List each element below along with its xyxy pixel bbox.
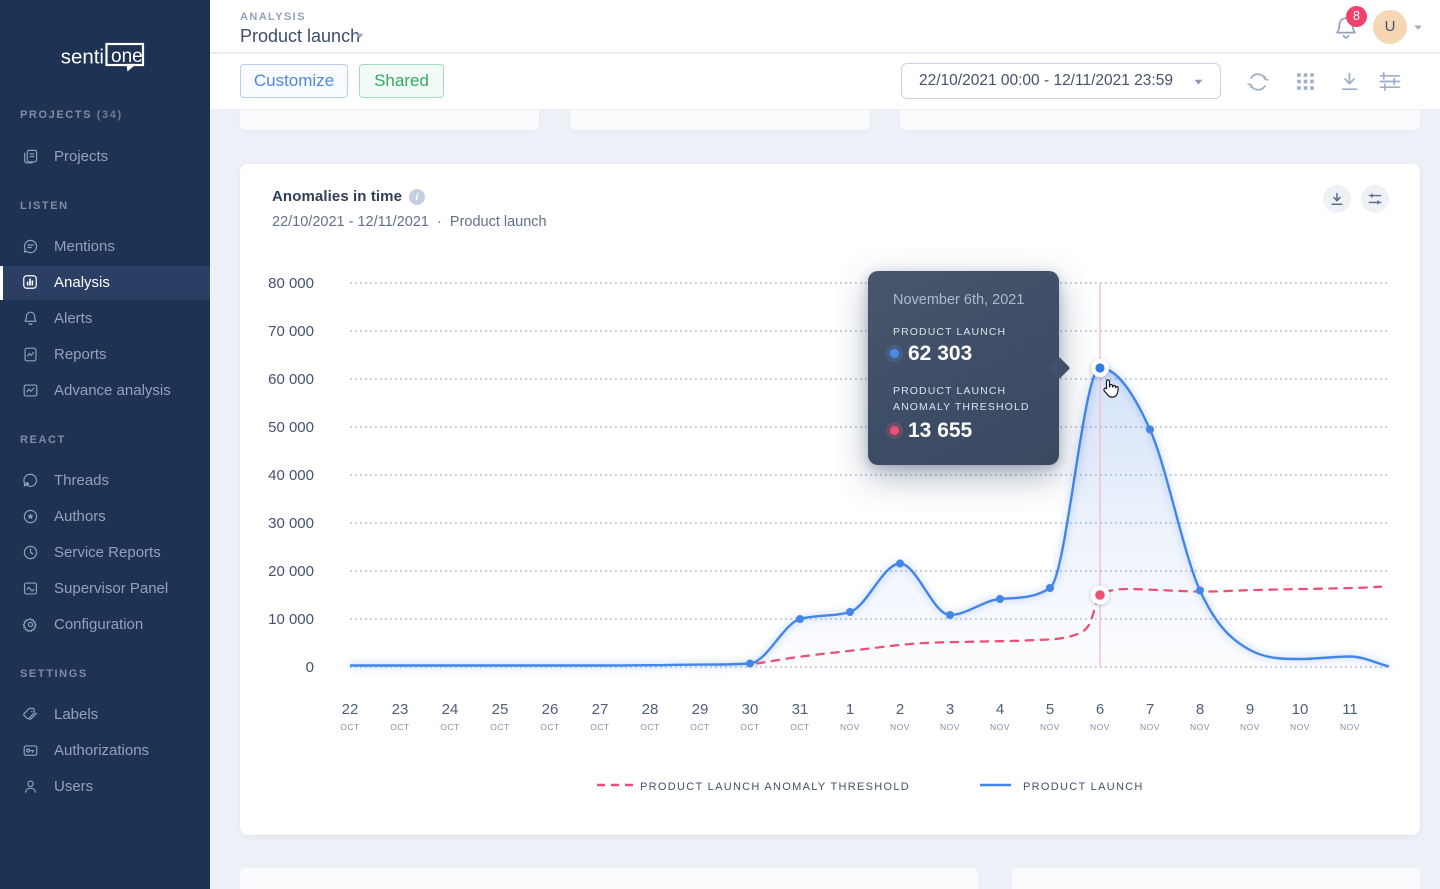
svg-text:PRODUCT LAUNCH ANOMALY THRESHO: PRODUCT LAUNCH ANOMALY THRESHOLD [640, 781, 910, 793]
svg-text:NOV: NOV [890, 722, 910, 732]
svg-text:NOV: NOV [1290, 722, 1310, 732]
svg-text:50 000: 50 000 [268, 419, 314, 436]
svg-text:1: 1 [846, 701, 854, 718]
svg-text:OCT: OCT [390, 722, 409, 732]
svg-text:20 000: 20 000 [268, 563, 314, 580]
svg-text:8: 8 [1196, 701, 1204, 718]
svg-text:31: 31 [792, 701, 809, 718]
svg-text:OCT: OCT [590, 722, 609, 732]
svg-text:4: 4 [996, 701, 1004, 718]
svg-text:NOV: NOV [1190, 722, 1210, 732]
svg-text:30: 30 [742, 701, 759, 718]
svg-text:0: 0 [306, 659, 314, 676]
svg-text:25: 25 [492, 701, 509, 718]
svg-text:70 000: 70 000 [268, 323, 314, 340]
svg-text:2: 2 [896, 701, 904, 718]
svg-text:29: 29 [692, 701, 709, 718]
svg-text:senti: senti [61, 46, 104, 69]
svg-text:10: 10 [1292, 701, 1309, 718]
svg-text:NOV: NOV [1040, 722, 1060, 732]
svg-text:PRODUCT LAUNCH: PRODUCT LAUNCH [1023, 781, 1144, 793]
svg-text:24: 24 [442, 701, 459, 718]
svg-text:5: 5 [1046, 701, 1054, 718]
svg-text:27: 27 [592, 701, 609, 718]
svg-text:10 000: 10 000 [268, 611, 314, 628]
svg-text:26: 26 [542, 701, 559, 718]
svg-text:40 000: 40 000 [268, 467, 314, 484]
svg-text:OCT: OCT [540, 722, 559, 732]
svg-text:one: one [111, 46, 143, 67]
svg-text:28: 28 [642, 701, 659, 718]
svg-text:NOV: NOV [1340, 722, 1360, 732]
svg-text:OCT: OCT [790, 722, 809, 732]
svg-text:NOV: NOV [840, 722, 860, 732]
svg-text:60 000: 60 000 [268, 371, 314, 388]
svg-text:NOV: NOV [1240, 722, 1260, 732]
svg-text:23: 23 [392, 701, 409, 718]
svg-text:9: 9 [1246, 701, 1254, 718]
svg-text:22: 22 [342, 701, 359, 718]
svg-text:OCT: OCT [690, 722, 709, 732]
svg-text:80 000: 80 000 [268, 275, 314, 292]
svg-text:NOV: NOV [990, 722, 1010, 732]
svg-text:OCT: OCT [340, 722, 359, 732]
svg-text:NOV: NOV [1090, 722, 1110, 732]
svg-text:OCT: OCT [740, 722, 759, 732]
svg-text:NOV: NOV [940, 722, 960, 732]
svg-text:3: 3 [946, 701, 954, 718]
svg-text:OCT: OCT [440, 722, 459, 732]
svg-text:NOV: NOV [1140, 722, 1160, 732]
svg-text:OCT: OCT [640, 722, 659, 732]
svg-text:OCT: OCT [490, 722, 509, 732]
svg-text:30 000: 30 000 [268, 515, 314, 532]
svg-text:7: 7 [1146, 701, 1154, 718]
svg-text:6: 6 [1096, 701, 1104, 718]
svg-text:11: 11 [1342, 701, 1358, 718]
